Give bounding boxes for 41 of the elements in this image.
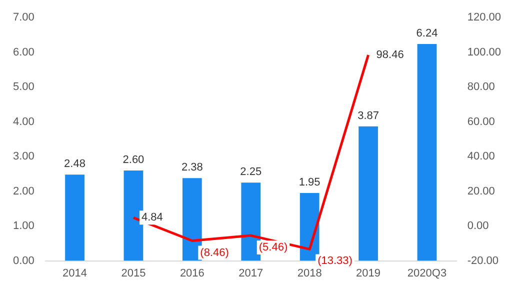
y2-tick-label: 60.00 — [467, 116, 495, 128]
bar — [417, 44, 437, 261]
y-tick-label: 7.00 — [12, 12, 34, 24]
y-tick-label: 1.00 — [12, 220, 34, 232]
data-label: 2.48 — [64, 158, 86, 170]
data-label: 2.25 — [240, 166, 262, 178]
data-label: 4.84 — [141, 212, 163, 224]
data-label: 2.60 — [122, 154, 144, 166]
y2-tick-label: 20.00 — [467, 185, 495, 198]
y-tick-label: 2.00 — [12, 185, 34, 198]
bar — [241, 182, 261, 261]
data-label: (8.46) — [200, 246, 229, 259]
bar — [65, 174, 84, 261]
y2-tick-label: 0.00 — [467, 220, 489, 232]
y2-tick-label: 40.00 — [467, 150, 495, 163]
data-label: (13.33) — [318, 255, 352, 268]
x-tick-label: 2014 — [62, 267, 88, 280]
x-tick-label: 2019 — [356, 267, 381, 280]
y2-tick-label: 100.00 — [467, 46, 502, 58]
data-label: 3.87 — [358, 110, 380, 122]
x-tick-label: 2018 — [297, 267, 322, 280]
y-tick-label: 0.00 — [12, 254, 34, 267]
data-label: 98.46 — [376, 49, 404, 62]
y-tick-label: 3.00 — [12, 150, 34, 163]
data-label: (5.46) — [258, 242, 288, 254]
x-tick-label: 2017 — [238, 267, 264, 280]
data-label: 2.38 — [181, 162, 203, 174]
y-tick-label: 6.00 — [12, 46, 34, 58]
bar — [358, 126, 378, 261]
y2-tick-label: -20.00 — [467, 254, 499, 267]
y-tick-label: 5.00 — [12, 81, 34, 94]
data-label: 1.95 — [298, 176, 320, 189]
bar — [182, 178, 202, 261]
x-tick-label: 2016 — [180, 267, 204, 280]
y2-tick-label: 80.00 — [467, 81, 495, 94]
data-label: 6.24 — [416, 28, 438, 40]
x-tick-label: 2015 — [121, 267, 146, 280]
y-tick-label: 4.00 — [12, 116, 34, 128]
bar — [124, 170, 144, 261]
x-tick-label: 2020Q3 — [407, 267, 447, 280]
y2-tick-label: 120.00 — [467, 12, 502, 24]
